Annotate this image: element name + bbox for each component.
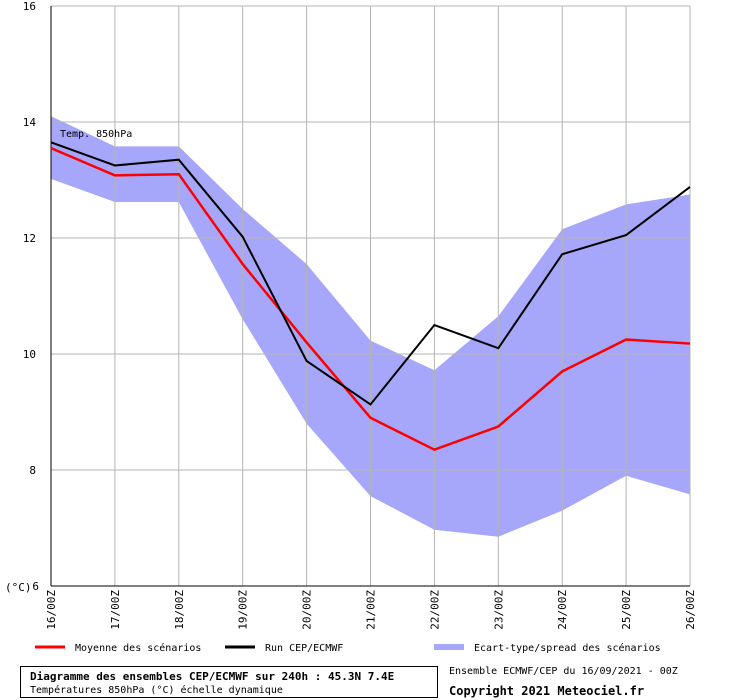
x-tick-label: 16/00Z	[45, 590, 58, 630]
legend-run-label: Run CEP/ECMWF	[265, 643, 343, 654]
ensemble-chart: 8 10 12 14 16 6 16/00Z 17/00Z 18/00Z 19/00Z 20/00…	[5, 0, 697, 654]
variable-annotation: Temp. 850hPa	[60, 129, 132, 140]
x-tick-label: 21/00Z	[365, 590, 378, 630]
x-tick-label: 24/00Z	[556, 590, 569, 630]
x-tick-label: 22/00Z	[428, 590, 441, 630]
x-tick-label: 18/00Z	[173, 590, 186, 630]
y-tick-label: 10	[23, 348, 36, 361]
series-layer	[50, 141, 691, 452]
spread-band	[51, 116, 690, 537]
run-series-line	[50, 141, 691, 406]
x-tick-label: 20/00Z	[301, 590, 314, 630]
spread-band-layer	[51, 116, 690, 537]
y-tick-label: 8	[29, 464, 36, 477]
chart-subtitle: Températures 850hPa (°C) échelle dynamiq…	[30, 685, 283, 696]
legend: Moyenne des scénarios Run CEP/ECMWF Ecart-…	[35, 642, 661, 654]
x-tick-label: 23/00Z	[492, 590, 505, 630]
legend-spread-label: Ecart-type/spread des scénarios	[474, 642, 661, 654]
x-tick-label: 26/00Z	[684, 590, 697, 630]
y-tick-label: 6	[32, 580, 39, 593]
run-info: Ensemble ECMWF/CEP du 16/09/2021 - 00Z	[449, 666, 678, 677]
y-tick-labels: 8 10 12 14 16 6	[23, 0, 39, 593]
y-axis-unit-label: (°C)	[5, 581, 32, 594]
grid-layer	[50, 5, 691, 587]
y-tick-label: 16	[23, 0, 36, 13]
x-tick-label: 17/00Z	[109, 590, 122, 630]
y-tick-label: 14	[23, 116, 37, 129]
legend-mean-label: Moyenne des scénarios	[75, 642, 201, 654]
copyright: Copyright 2021 Meteociel.fr	[449, 684, 645, 698]
x-tick-labels: 16/00Z 17/00Z 18/00Z 19/00Z 20/00Z 21/00Z 22/0…	[45, 590, 697, 630]
y-tick-label: 12	[23, 232, 36, 245]
chart-title: Diagramme des ensembles CEP/ECMWF sur 24…	[30, 670, 395, 683]
mean-series-line	[50, 146, 691, 452]
x-tick-label: 19/00Z	[237, 590, 250, 630]
chart-info-box: Diagramme des ensembles CEP/ECMWF sur 24…	[20, 666, 438, 698]
x-tick-label: 25/00Z	[620, 590, 633, 630]
